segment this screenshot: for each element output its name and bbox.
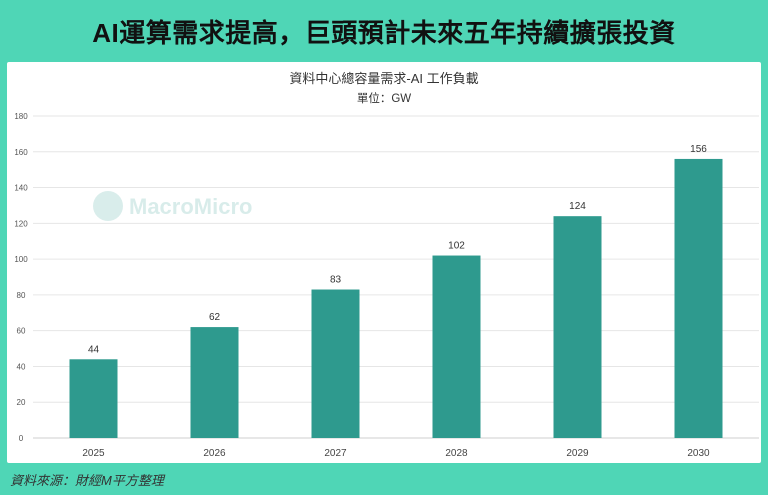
bar	[674, 158, 723, 438]
x-tick-label: 2025	[82, 448, 105, 459]
y-tick-label: 180	[14, 112, 28, 121]
bar	[311, 289, 360, 438]
x-tick-label: 2026	[203, 448, 226, 459]
y-tick-label: 40	[17, 362, 26, 371]
data-label: 102	[448, 241, 465, 252]
data-label: 44	[88, 344, 100, 355]
data-label: 124	[569, 201, 586, 212]
chart-title: 資料中心總容量需求-AI 工作負載	[289, 71, 479, 86]
y-tick-label: 120	[14, 219, 28, 228]
source-note: 資料來源：財經M平方整理	[10, 473, 164, 488]
data-label: 62	[209, 312, 221, 323]
y-tick-label: 160	[14, 148, 28, 157]
bar	[432, 255, 481, 438]
y-tick-label: 140	[14, 184, 28, 193]
watermark: MacroMicro	[93, 191, 252, 221]
y-tick-label: 80	[17, 291, 26, 300]
chart-subtitle: 單位：GW	[356, 93, 412, 105]
bar	[190, 327, 239, 438]
data-label: 156	[690, 144, 707, 155]
y-tick-label: 60	[17, 327, 26, 336]
watermark-logo-icon	[93, 191, 123, 221]
x-tick-label: 2029	[566, 448, 589, 459]
data-label: 83	[330, 275, 342, 286]
bar-chart: MacroMicro 0 20 40 60 80 100 120 140 160 180 44 2025…	[14, 112, 759, 459]
chart-panel: 資料中心總容量需求-AI 工作負載 單位：GW MacroMicro 0 20 40 6…	[7, 62, 761, 463]
x-tick-label: 2028	[445, 448, 468, 459]
y-tick-label: 100	[14, 255, 28, 264]
watermark-text: MacroMicro	[129, 194, 252, 219]
y-tick-label: 0	[19, 434, 24, 443]
headline: AI運算需求提高，巨頭預計未來五年持續擴張投資	[92, 17, 676, 48]
bar	[69, 359, 118, 438]
y-tick-label: 20	[17, 398, 26, 407]
x-tick-label: 2027	[324, 448, 347, 459]
x-tick-label: 2030	[687, 448, 710, 459]
bar	[553, 216, 602, 438]
